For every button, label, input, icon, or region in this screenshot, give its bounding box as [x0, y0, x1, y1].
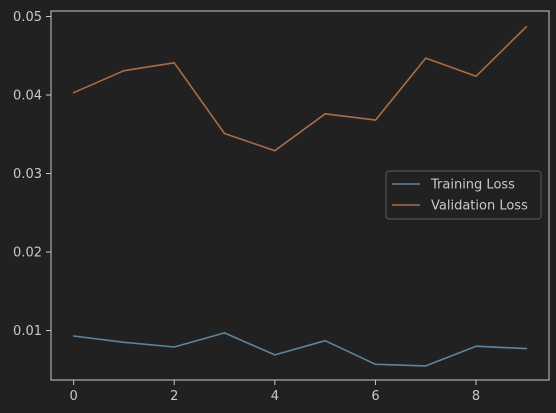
y-tick-label: 0.02 [13, 246, 42, 261]
y-axis: 0.01 0.02 0.03 0.04 0.05 [13, 10, 51, 339]
series-lines [72, 25, 528, 367]
y-tick-label: 0.03 [13, 167, 42, 182]
training-loss-line [73, 332, 527, 367]
training-loss-point [72, 335, 75, 337]
legend-box [385, 170, 542, 220]
validation-loss-point [72, 91, 75, 94]
training-loss-point [374, 363, 377, 366]
validation-loss-point [123, 69, 125, 72]
training-loss-point [475, 345, 477, 348]
x-tick-label: 6 [371, 389, 379, 404]
y-tick-label: 0.01 [13, 324, 42, 339]
legend-label-validation-loss: Validation Loss [431, 199, 528, 214]
validation-loss-point [525, 25, 528, 28]
y-tick-label: 0.05 [13, 10, 42, 25]
x-tick-label: 8 [472, 389, 480, 404]
plot-area [50, 10, 550, 381]
legend-label-training-loss: Training Loss [430, 178, 515, 193]
x-axis: 0 2 4 6 8 [69, 380, 480, 404]
y-tick-label: 0.04 [13, 89, 42, 104]
validation-loss-point [223, 132, 226, 135]
training-loss-point [324, 339, 326, 342]
validation-loss-line [73, 26, 527, 152]
validation-loss-point [374, 119, 377, 121]
training-loss-point [424, 365, 427, 367]
training-loss-point [123, 341, 125, 344]
training-loss-point [274, 354, 276, 356]
x-tick-label: 4 [271, 389, 279, 404]
validation-loss-point [324, 113, 326, 115]
validation-loss-point [173, 62, 176, 64]
training-loss-point [223, 332, 226, 334]
legend: Training Loss Validation Loss [385, 170, 542, 220]
training-loss-point [525, 347, 528, 350]
x-tick-label: 0 [69, 389, 77, 404]
validation-loss-point [424, 57, 427, 59]
x-tick-label: 2 [170, 389, 178, 404]
training-loss-point [173, 346, 176, 348]
validation-loss-point [475, 75, 477, 77]
validation-loss-point [274, 149, 276, 152]
